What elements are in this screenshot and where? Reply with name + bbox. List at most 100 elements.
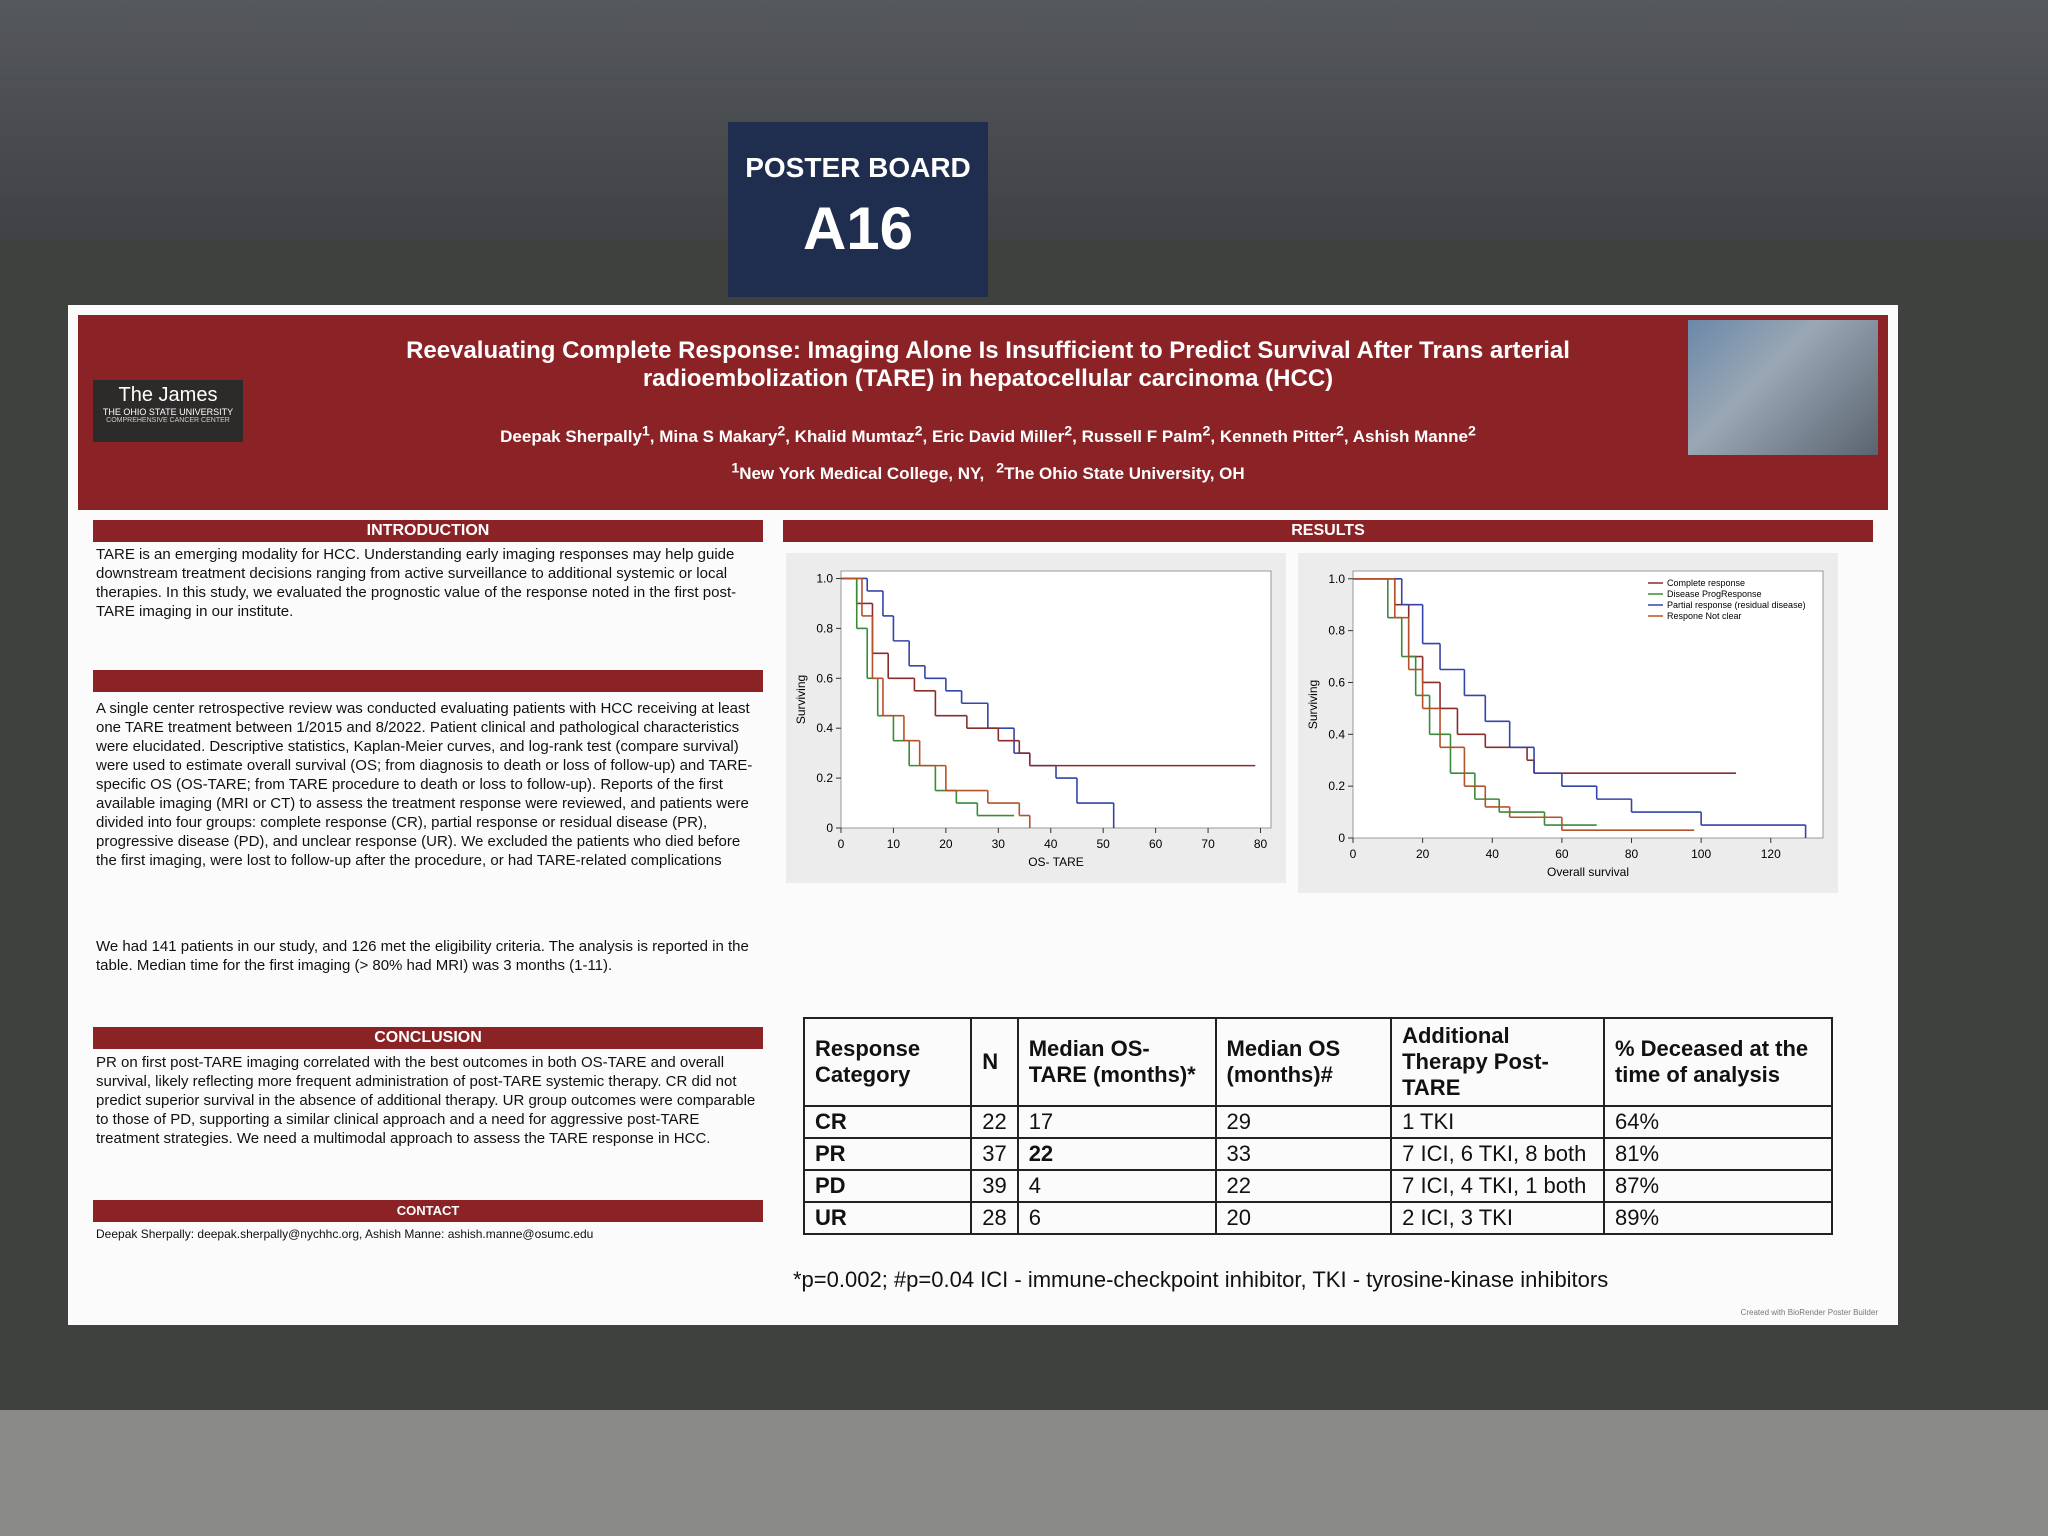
credit: Created with BioRender Poster Builder [1740,1308,1878,1317]
table-row: PR 37 22 33 7 ICI, 6 TKI, 8 both 81% [802,1137,1834,1171]
author-name: Deepak Sherpally [500,426,642,446]
table-cell: 89% [1602,1201,1834,1235]
author-sup: 2 [777,423,786,439]
table-row: CR 22 17 29 1 TKI 64% [802,1105,1834,1139]
author-name: Khalid Mumtaz [794,426,915,446]
author-sup: 1 [641,423,650,439]
x-axis-label: Overall survival [1547,865,1629,879]
legend-label: Respone Not clear [1667,611,1742,621]
table-cell: PD [802,1169,973,1203]
plot-area [1352,570,1824,839]
table-cell: 33 [1214,1137,1393,1171]
x-tick-label: 50 [1097,837,1111,851]
results-table: Response Category N Median OS-TARE (months… [802,1017,1834,1235]
author: Ashish Manne2 [1352,423,1476,446]
y-tick-label: 0.6 [816,671,833,685]
logo-center: Comprehensive Cancer Center [106,417,230,424]
y-tick-label: 0.4 [1328,727,1345,741]
x-tick-label: 120 [1761,847,1781,861]
methods-heading-bar [93,670,763,692]
legend-label: Partial response (residual disease) [1667,600,1806,610]
logo-university: The Ohio State University [102,407,234,417]
author: Deepak Sherpally1, [500,423,660,446]
table-row: UR 28 6 20 2 ICI, 3 TKI 89% [802,1201,1834,1235]
author: Eric David Miller2, [931,423,1082,446]
x-tick-label: 60 [1555,847,1569,861]
sign-number: A16 [802,195,914,262]
table-cell: 22 [1214,1169,1393,1203]
authors: Deepak Sherpally1, Mina S Makary2, Khali… [338,423,1638,447]
plot-area [840,570,1272,829]
intro-text: TARE is an emerging modality for HCC. Un… [96,546,737,620]
x-axis-label: OS- TARE [1028,855,1084,869]
x-tick-label: 100 [1691,847,1711,861]
author: Kenneth Pitter2, [1219,423,1353,446]
poster: The James The Ohio State University Comp… [68,305,1898,1325]
floor [0,1410,2048,1536]
km-chart: 0 0.2 0.4 0.6 0.8 1.0 0 10 20 30 40 50 60 70 80 OS- TAR… [786,553,1286,883]
author: Mina S Makary2, [659,423,795,446]
table-cell: 87% [1602,1169,1834,1203]
author-sup: 2 [1467,423,1476,439]
x-tick-label: 80 [1254,837,1268,851]
y-tick-label: 0 [1338,831,1345,845]
y-tick-label: 0.8 [1328,624,1345,638]
affiliation: 1New York Medical College, NY, [731,460,984,483]
conclusion-text: PR on first post-TARE imaging correlated… [96,1054,756,1147]
x-tick-label: 30 [992,837,1006,851]
table-header-cell: Median OS (months)# [1214,1017,1393,1107]
author-sup: 2 [1064,423,1073,439]
intro-heading: INTRODUCTION [93,520,763,542]
table-cell: 22 [1016,1137,1217,1171]
header-band: The James The Ohio State University Comp… [78,315,1888,510]
y-tick-label: 0.2 [816,771,833,785]
author: Russell F Palm2, [1081,423,1220,446]
author-sup: 2 [1336,423,1344,439]
x-tick-label: 80 [1625,847,1639,861]
affiliation-sup: 2 [996,460,1005,476]
table-cell: 29 [1214,1105,1393,1139]
methods-text: A single center retrospective review was… [96,700,753,869]
author-name: Mina S Makary [659,426,778,446]
table-cell: CR [802,1105,973,1139]
y-tick-label: 1.0 [816,571,833,585]
affiliation: 2The Ohio State University, OH [996,460,1245,483]
sign-label: POSTER BOARD [745,152,971,183]
table-cell: 4 [1016,1169,1217,1203]
author: Khalid Mumtaz2, [794,423,932,446]
table-cell: 22 [970,1105,1019,1139]
table-cell: 17 [1016,1105,1217,1139]
results-heading: RESULTS [783,520,1873,542]
table-cell: 37 [970,1137,1019,1171]
table-row: PD 39 4 22 7 ICI, 4 TKI, 1 both 87% [802,1169,1834,1203]
x-tick-label: 0 [838,837,845,851]
km-chart: 0 0.2 0.4 0.6 0.8 1.0 0 20 40 60 80 100 120 Overall s… [1298,553,1838,893]
affiliations: 1New York Medical College, NY, 2The Ohio … [338,460,1638,484]
x-tick-label: 20 [1416,847,1430,861]
author-name: Ashish Manne [1352,426,1468,446]
x-tick-label: 60 [1149,837,1163,851]
building-photo [1688,320,1878,455]
footnote: *p=0.002; #p=0.04 ICI - immune-checkpoin… [793,1267,1609,1292]
author-sup: 2 [914,423,923,439]
legend-label: Disease ProgResponse [1667,589,1762,599]
table-cell: PR [802,1137,973,1171]
x-tick-label: 70 [1201,837,1215,851]
x-tick-label: 20 [939,837,953,851]
affiliation-text: The Ohio State University, OH [1004,463,1245,483]
legend-label: Complete response [1667,578,1745,588]
table-header-row: Response Category N Median OS-TARE (months… [802,1017,1834,1107]
y-tick-label: 0.4 [816,721,833,735]
table-cell: 7 ICI, 6 TKI, 8 both [1390,1137,1605,1171]
x-tick-label: 40 [1486,847,1500,861]
logo-name: The James [118,384,218,406]
y-tick-label: 0 [826,821,833,835]
table-cell: 28 [970,1201,1019,1235]
y-tick-label: 1.0 [1328,572,1345,586]
poster-board-sign: POSTER BOARD A16 [728,122,988,297]
table-cell: 2 ICI, 3 TKI [1390,1201,1605,1235]
table-cell: 64% [1602,1105,1834,1139]
x-tick-label: 40 [1044,837,1058,851]
author-sup: 2 [1202,423,1211,439]
methods-text: We had 141 patients in our study, and 12… [96,938,749,974]
